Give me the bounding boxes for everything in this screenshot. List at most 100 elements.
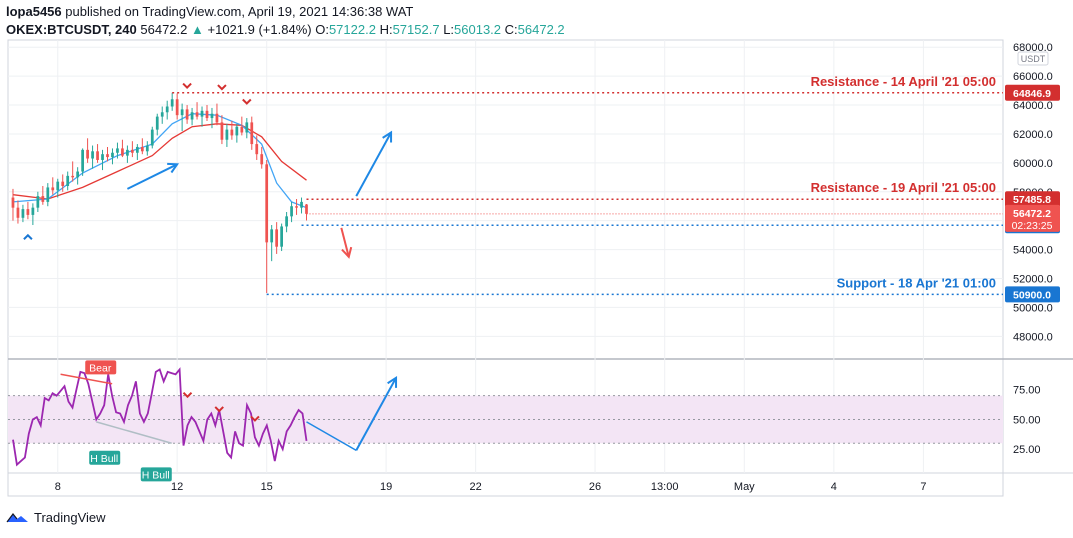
candle-body — [260, 154, 264, 165]
x-tick-label: 19 — [380, 481, 392, 493]
up-triangle-icon: ▲ — [191, 22, 204, 37]
candle-body — [275, 229, 279, 247]
rsi-annotation-badge — [140, 467, 172, 482]
trend-arrow-3-shaft — [340, 227, 350, 258]
rsi-top-chevron-icon — [182, 391, 193, 399]
symbol-name[interactable]: OKEX:BTCUSDT, 240 — [6, 22, 137, 37]
candle-body — [295, 206, 298, 208]
publisher-name[interactable]: lopa5456 — [6, 4, 62, 19]
candle-body — [305, 204, 308, 214]
candle-body — [300, 201, 303, 208]
trend-arrow-2-head — [382, 130, 393, 143]
candle-body — [131, 149, 134, 153]
rsi-y-tick-label: 75.00 — [1013, 385, 1041, 397]
candle-body — [220, 122, 224, 140]
candle-body — [41, 196, 45, 202]
plot-frame — [7, 39, 1004, 497]
y-tick-label: 66000.0 — [1013, 71, 1053, 83]
candle-body — [96, 151, 99, 160]
x-tick-label: 22 — [470, 481, 482, 493]
candle-body — [46, 187, 50, 202]
candle-body — [140, 146, 144, 152]
support-level-title: Support - 18 Apr '21 01:00 — [837, 275, 996, 290]
candle-body — [200, 110, 204, 117]
resistance-level-1-price-label: 64846.9 — [1013, 88, 1051, 100]
publish-info: lopa5456 published on TradingView.com, A… — [6, 4, 413, 19]
candle-body — [250, 122, 254, 145]
candle-body — [180, 109, 184, 116]
candle-body — [280, 226, 283, 247]
rsi-forecast-arrow — [355, 376, 398, 451]
candle-body — [31, 207, 35, 215]
rsi-top-chevron-icon — [250, 415, 260, 422]
trend-arrow-2-shaft — [355, 132, 392, 197]
x-tick-label: 4 — [831, 481, 837, 493]
candle-body — [160, 112, 164, 117]
top-chevron-icon — [182, 82, 192, 90]
candles — [11, 92, 308, 293]
tradingview-logo-icon — [6, 512, 28, 522]
resistance-level-1-title: Resistance - 14 April '21 05:00 — [811, 74, 996, 89]
brand-name[interactable]: TradingView — [34, 510, 106, 525]
resistance-level-2-title: Resistance - 19 April '21 05:00 — [811, 180, 996, 195]
trend-arrow-3-head — [341, 246, 353, 259]
rsi-y-tick-label: 25.00 — [1013, 444, 1041, 456]
open-label: O: — [315, 22, 329, 37]
rsi-annotation-label: H Bull — [142, 469, 170, 481]
resistance-level-2-price-tag — [1005, 191, 1060, 208]
candle-body — [16, 207, 20, 218]
symbol-legend: OKEX:BTCUSDT, 240 56472.2 ▲ +1021.9 (+1.… — [6, 22, 565, 37]
candle-body — [111, 152, 114, 158]
candle-body — [225, 129, 229, 140]
bottom-chevron-icon — [23, 233, 33, 240]
rsi-annotation-label: H Bull — [90, 453, 118, 465]
candle-body — [150, 129, 154, 146]
high-label: H: — [379, 22, 393, 37]
rsi-annotation-badge — [85, 360, 117, 375]
candle-body — [175, 99, 179, 116]
rsi-line — [12, 367, 308, 467]
candle-body — [121, 148, 124, 156]
candle-body — [235, 126, 239, 136]
candle-body — [165, 106, 169, 113]
candle-body — [21, 209, 25, 218]
close-value: 56472.2 — [517, 22, 565, 37]
candle-body — [66, 175, 70, 186]
candle-body — [51, 187, 55, 191]
x-tick-label: 7 — [920, 481, 926, 493]
bar-countdown-label: 02:23:25 — [1012, 220, 1053, 232]
rsi-y-tick-label: 50.00 — [1013, 414, 1041, 426]
x-tick-label: 8 — [55, 481, 61, 493]
candle-body — [215, 113, 219, 123]
candle-body — [11, 197, 15, 208]
price-change: +1021.9 (+1.84%) — [207, 22, 312, 37]
y-tick-label: 48000.0 — [1013, 331, 1053, 343]
last-price-tag — [1005, 204, 1060, 232]
candle-body — [36, 196, 40, 208]
support-level-price-label: 50900.0 — [1013, 289, 1051, 301]
x-tick-label: May — [734, 481, 755, 493]
ema-slow-line — [12, 123, 307, 200]
candle-body — [26, 209, 30, 215]
candle-body — [145, 145, 149, 152]
trend-arrow-1-head — [167, 162, 180, 174]
y-tick-label: 62000.0 — [1013, 129, 1053, 141]
candle-body — [56, 181, 60, 191]
y-tick-label: 52000.0 — [1013, 274, 1053, 286]
close-label: C: — [504, 22, 518, 37]
x-tick-label: 26 — [589, 481, 601, 493]
candle-body — [135, 146, 139, 153]
candle-body — [106, 154, 109, 158]
bull-divergence-line — [96, 421, 172, 444]
candle-body — [61, 181, 65, 186]
candle-body — [170, 99, 174, 107]
candle-body — [195, 112, 199, 117]
candle-body — [270, 229, 274, 243]
x-tick-label: 15 — [261, 481, 273, 493]
candle-body — [290, 206, 293, 217]
low-value: 56013.2 — [454, 22, 502, 37]
trend-arrow-1-shaft — [126, 163, 178, 190]
resistance-level-1-price-tag — [1005, 84, 1060, 101]
y-tick-label: 60000.0 — [1013, 158, 1053, 170]
